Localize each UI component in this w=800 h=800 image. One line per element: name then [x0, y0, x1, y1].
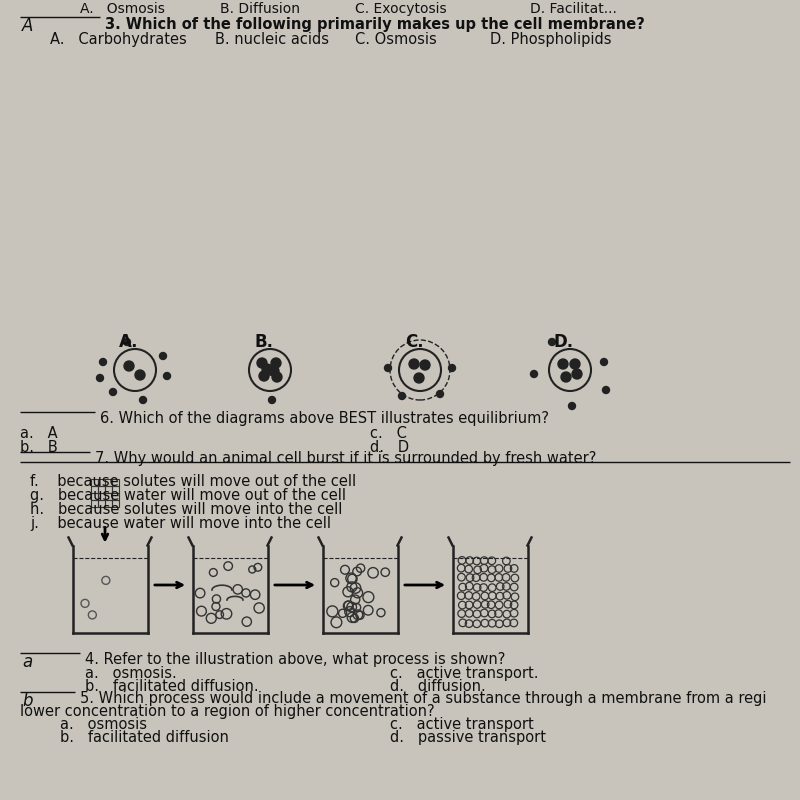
Circle shape	[135, 370, 145, 380]
Circle shape	[123, 338, 130, 346]
Circle shape	[265, 365, 275, 375]
Circle shape	[561, 372, 571, 382]
Circle shape	[549, 338, 555, 346]
Text: b: b	[22, 692, 33, 710]
Circle shape	[572, 369, 582, 379]
Text: c.   active transport: c. active transport	[390, 717, 534, 732]
Text: 4. Refer to the illustration above, what process is shown?: 4. Refer to the illustration above, what…	[85, 652, 506, 667]
Bar	[91, 486, 98, 493]
Circle shape	[272, 372, 282, 382]
Bar	[91, 500, 98, 506]
Circle shape	[139, 397, 146, 403]
Text: D.: D.	[554, 333, 574, 351]
Text: c.   active transport.: c. active transport.	[390, 666, 538, 681]
Circle shape	[99, 358, 106, 366]
Circle shape	[601, 358, 607, 366]
Circle shape	[409, 359, 419, 369]
Circle shape	[269, 397, 275, 403]
Bar	[98, 486, 105, 493]
Text: B.: B.	[254, 333, 274, 351]
Text: C. Osmosis: C. Osmosis	[355, 32, 437, 47]
Text: b.   facilitated diffusion.: b. facilitated diffusion.	[85, 679, 258, 694]
Text: d.   passive transport: d. passive transport	[390, 730, 546, 745]
Circle shape	[437, 390, 443, 398]
Bar	[105, 493, 111, 499]
Circle shape	[163, 373, 170, 379]
Circle shape	[97, 374, 103, 382]
Text: f.    because solutes will move out of the cell: f. because solutes will move out of the …	[30, 474, 356, 489]
Circle shape	[271, 358, 281, 368]
Text: A: A	[22, 17, 34, 35]
Text: D. Facilitat...: D. Facilitat...	[530, 2, 617, 16]
Text: 6. Which of the diagrams above BEST illustrates equilibrium?: 6. Which of the diagrams above BEST illu…	[100, 411, 549, 426]
Bar	[105, 479, 111, 486]
Bar	[112, 486, 118, 493]
Text: C.: C.	[405, 333, 423, 351]
Text: D. Phospholipids: D. Phospholipids	[490, 32, 611, 47]
Text: 5. Which process would include a movement of a substance through a membrane from: 5. Which process would include a movemen…	[80, 691, 766, 706]
Circle shape	[269, 366, 279, 376]
Text: a.   osmosis.: a. osmosis.	[85, 666, 177, 681]
Text: C. Exocytosis: C. Exocytosis	[355, 2, 446, 16]
Bar	[105, 486, 111, 493]
Circle shape	[159, 353, 166, 359]
Text: d.   diffusion.: d. diffusion.	[390, 679, 486, 694]
Text: b.   facilitated diffusion: b. facilitated diffusion	[60, 730, 229, 745]
Circle shape	[262, 364, 272, 374]
Text: B. nucleic acids: B. nucleic acids	[215, 32, 329, 47]
Text: h.   because solutes will move into the cell: h. because solutes will move into the ce…	[30, 502, 342, 517]
Text: A.   Carbohydrates: A. Carbohydrates	[50, 32, 186, 47]
Circle shape	[530, 370, 538, 378]
Bar	[98, 479, 105, 486]
Text: b.   B: b. B	[20, 440, 58, 455]
Bar	[112, 500, 118, 506]
Text: a.   A: a. A	[20, 426, 58, 441]
Circle shape	[398, 393, 406, 399]
Circle shape	[110, 389, 117, 395]
Circle shape	[420, 360, 430, 370]
Bar	[91, 479, 98, 486]
Text: a.   osmosis: a. osmosis	[60, 717, 147, 732]
Circle shape	[124, 361, 134, 371]
Circle shape	[257, 358, 267, 368]
Circle shape	[259, 371, 269, 381]
Circle shape	[449, 365, 455, 371]
Text: 3. Which of the following primarily makes up the cell membrane?: 3. Which of the following primarily make…	[105, 17, 645, 32]
Text: d.   D: d. D	[370, 440, 409, 455]
Bar	[112, 479, 118, 486]
Bar	[98, 493, 105, 499]
Text: 7. Why would an animal cell burst if it is surrounded by fresh water?: 7. Why would an animal cell burst if it …	[95, 451, 596, 466]
Circle shape	[569, 402, 575, 410]
Circle shape	[570, 359, 580, 369]
Text: B. Diffusion: B. Diffusion	[220, 2, 300, 16]
Bar	[105, 500, 111, 506]
Bar	[98, 500, 105, 506]
Bar	[91, 493, 98, 499]
Circle shape	[602, 386, 610, 394]
Text: j.    because water will move into the cell: j. because water will move into the cell	[30, 516, 331, 531]
Circle shape	[414, 373, 424, 383]
Text: a: a	[22, 653, 32, 671]
Text: lower concentration to a region of higher concentration?: lower concentration to a region of highe…	[20, 704, 434, 719]
Text: g.   because water will move out of the cell: g. because water will move out of the ce…	[30, 488, 346, 503]
Text: A.: A.	[119, 333, 138, 351]
Text: c.   C: c. C	[370, 426, 407, 441]
Circle shape	[385, 365, 391, 371]
Bar	[112, 493, 118, 499]
Text: A.   Osmosis: A. Osmosis	[80, 2, 165, 16]
Circle shape	[558, 359, 568, 369]
